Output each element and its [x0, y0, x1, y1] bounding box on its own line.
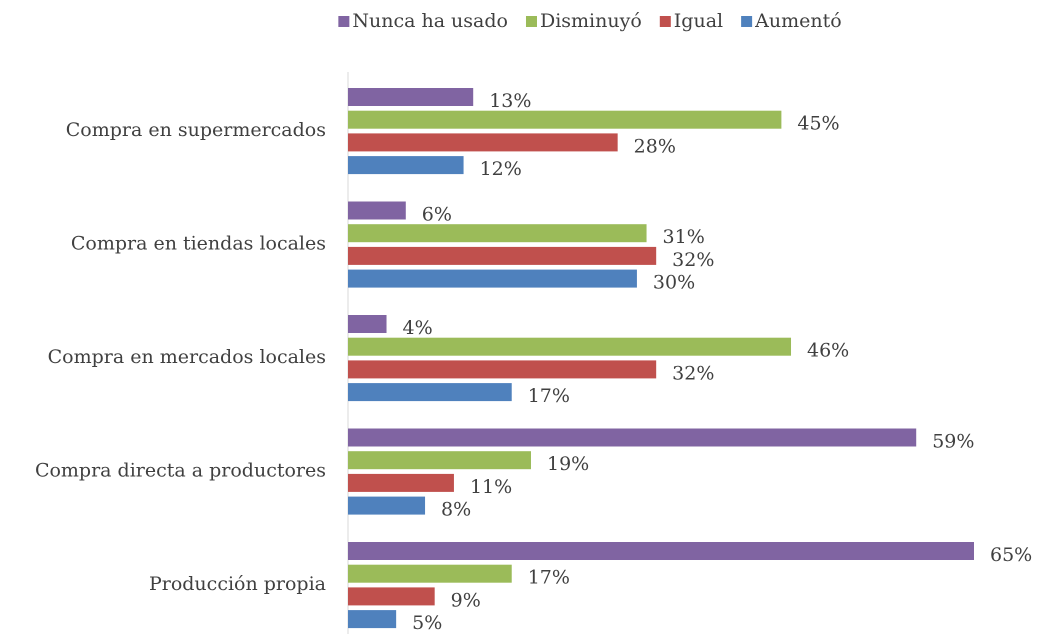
value-label: 31% [663, 226, 705, 248]
category-label: Compra en tiendas locales [71, 233, 326, 255]
bar [348, 156, 464, 175]
value-label: 65% [990, 544, 1032, 566]
value-label: 8% [441, 499, 471, 521]
value-label: 11% [470, 476, 512, 498]
category-label: Producción propia [149, 573, 326, 595]
value-label: 28% [634, 135, 676, 157]
legend-label: Nunca ha usado [352, 10, 508, 32]
category-label: Compra en mercados locales [48, 346, 326, 368]
legend-swatch [741, 16, 753, 27]
bar [348, 610, 397, 629]
value-label: 17% [528, 567, 570, 589]
value-label: 9% [451, 589, 481, 611]
bar [348, 496, 426, 515]
value-label: 59% [932, 431, 974, 453]
bar [348, 451, 531, 470]
bar [348, 201, 406, 220]
category-label: Compra directa a productores [35, 460, 326, 482]
category-label: Compra en supermercados [66, 119, 326, 141]
value-label: 46% [807, 340, 849, 362]
value-label: 13% [489, 90, 531, 112]
value-label: 32% [672, 362, 714, 384]
bar [348, 587, 435, 606]
bar [348, 383, 512, 402]
bar [348, 133, 618, 152]
value-label: 4% [403, 317, 433, 339]
bar [348, 564, 512, 583]
value-label: 5% [412, 612, 442, 634]
bar [348, 246, 657, 265]
legend-label: Igual [674, 10, 723, 32]
legend-label: Disminuyó [540, 10, 642, 32]
bar [348, 428, 917, 447]
value-label: 32% [672, 249, 714, 271]
value-label: 19% [547, 453, 589, 475]
legend-swatch [659, 16, 671, 27]
value-label: 17% [528, 385, 570, 407]
bar [348, 337, 792, 356]
bar [348, 315, 387, 333]
legend-swatch [338, 16, 350, 27]
bar [348, 110, 782, 129]
value-label: 12% [480, 158, 522, 180]
value-label: 45% [797, 113, 839, 135]
bar [348, 224, 647, 243]
bar [348, 542, 974, 560]
bar [348, 473, 454, 492]
value-label: 30% [653, 272, 695, 294]
value-label: 6% [422, 204, 452, 226]
legend-swatch [525, 16, 537, 27]
bar [348, 88, 474, 106]
legend-label: Aumentó [754, 10, 842, 32]
bar [348, 360, 657, 379]
bar [348, 269, 637, 288]
